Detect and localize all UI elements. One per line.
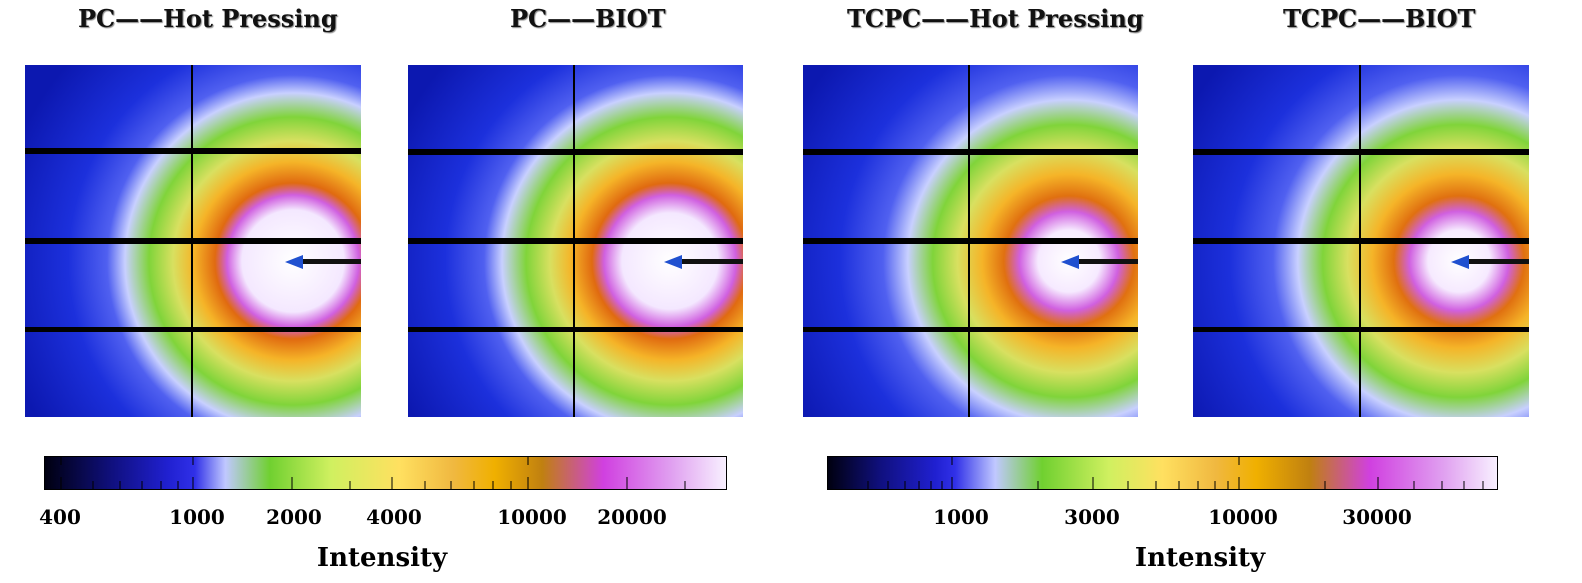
colorbar-left [44, 456, 727, 490]
saxs-pattern-pc-biot [408, 65, 743, 417]
panel-title-3: TCPC——Hot Pressing [847, 4, 1144, 33]
colorbar-right-tick-3000: 3000 [1064, 505, 1120, 529]
colorbar-left-tick-400: 400 [39, 505, 81, 529]
colorbar-right [827, 456, 1498, 490]
beamstop-icon [285, 255, 303, 269]
colorbar-left-tick-1000: 1000 [169, 505, 225, 529]
beamstop-icon [664, 255, 682, 269]
colorbar-right-title: Intensity [1134, 543, 1266, 573]
colorbar-left-tick-2000: 2000 [266, 505, 322, 529]
beamstop-icon [1061, 255, 1079, 269]
colorbar-right-tick-10000: 10000 [1208, 505, 1278, 529]
saxs-pattern-pc-hot-pressing [25, 65, 361, 417]
saxs-pattern-tcpc-biot [1193, 65, 1529, 417]
panel-title-1: PC——Hot Pressing [78, 4, 338, 33]
colorbar-right-tick-1000: 1000 [933, 505, 989, 529]
colorbar-right-tick-30000: 30000 [1342, 505, 1412, 529]
colorbar-left-tick-10000: 10000 [497, 505, 567, 529]
panel-title-2: PC——BIOT [510, 4, 666, 33]
panel-title-4: TCPC——BIOT [1283, 4, 1476, 33]
saxs-pattern-tcpc-hot-pressing [803, 65, 1138, 417]
colorbar-left-title: Intensity [316, 543, 448, 573]
colorbar-left-tick-20000: 20000 [597, 505, 667, 529]
colorbar-left-tick-4000: 4000 [366, 505, 422, 529]
beamstop-icon [1451, 255, 1469, 269]
